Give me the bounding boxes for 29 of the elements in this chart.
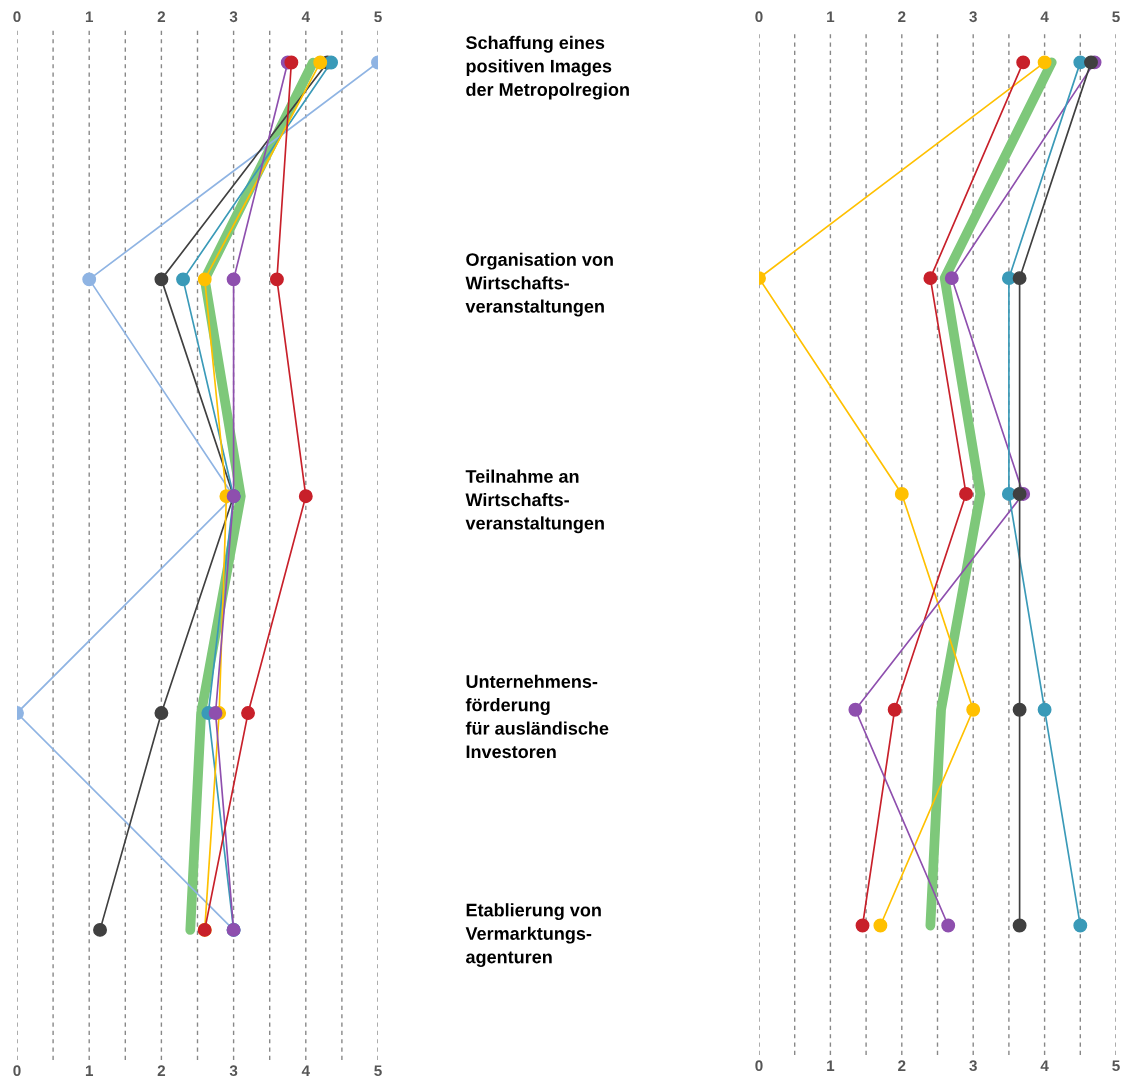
x-tick-label: 2 [157,11,166,22]
x2-tick-label: 4 [1040,1060,1049,1071]
y-tick-label: Etablierung von Vermarktungs- agenturen [465,903,601,968]
x2-tick-label: 3 [969,1060,977,1072]
y-tick-label: Teilnahme an Wirtschafts- veranstaltungen [465,469,604,534]
x2-tick-label: 4 [301,1065,310,1076]
y-tick-label: Unternehmens- förderung für ausländische Investoren [465,674,609,759]
x-tick-label: 1 [827,11,835,22]
x2-tick-label: 1 [85,1065,94,1076]
x2-tick-label: 0 [13,1065,21,1077]
x-tick-label: 5 [374,11,382,23]
x-tick-label: 5 [1112,11,1120,23]
x-tick-label: 1 [85,11,94,22]
x-tick-label: 0 [755,11,763,23]
x2-tick-label: 2 [898,1060,906,1071]
x2-tick-label: 2 [157,1065,166,1076]
x2-tick-label: 5 [1112,1060,1120,1072]
x2-tick-label: 3 [229,1065,238,1077]
x2-tick-label: 1 [827,1060,835,1071]
x-tick-label: 4 [1040,11,1049,22]
x-tick-label: 0 [13,11,21,23]
x2-tick-label: 5 [374,1065,382,1077]
y-tick-label: Schaffung eines positiven Images der Metropolregion [466,35,629,100]
x-tick-label: 3 [229,11,238,23]
x-tick-label: 3 [969,11,977,23]
x-tick-label: 2 [898,11,906,22]
x-tick-label: 4 [301,11,310,22]
x2-tick-label: 0 [755,1060,763,1072]
y-tick-label: Organisation von Wirtschafts- veranstaltungen [465,252,613,317]
